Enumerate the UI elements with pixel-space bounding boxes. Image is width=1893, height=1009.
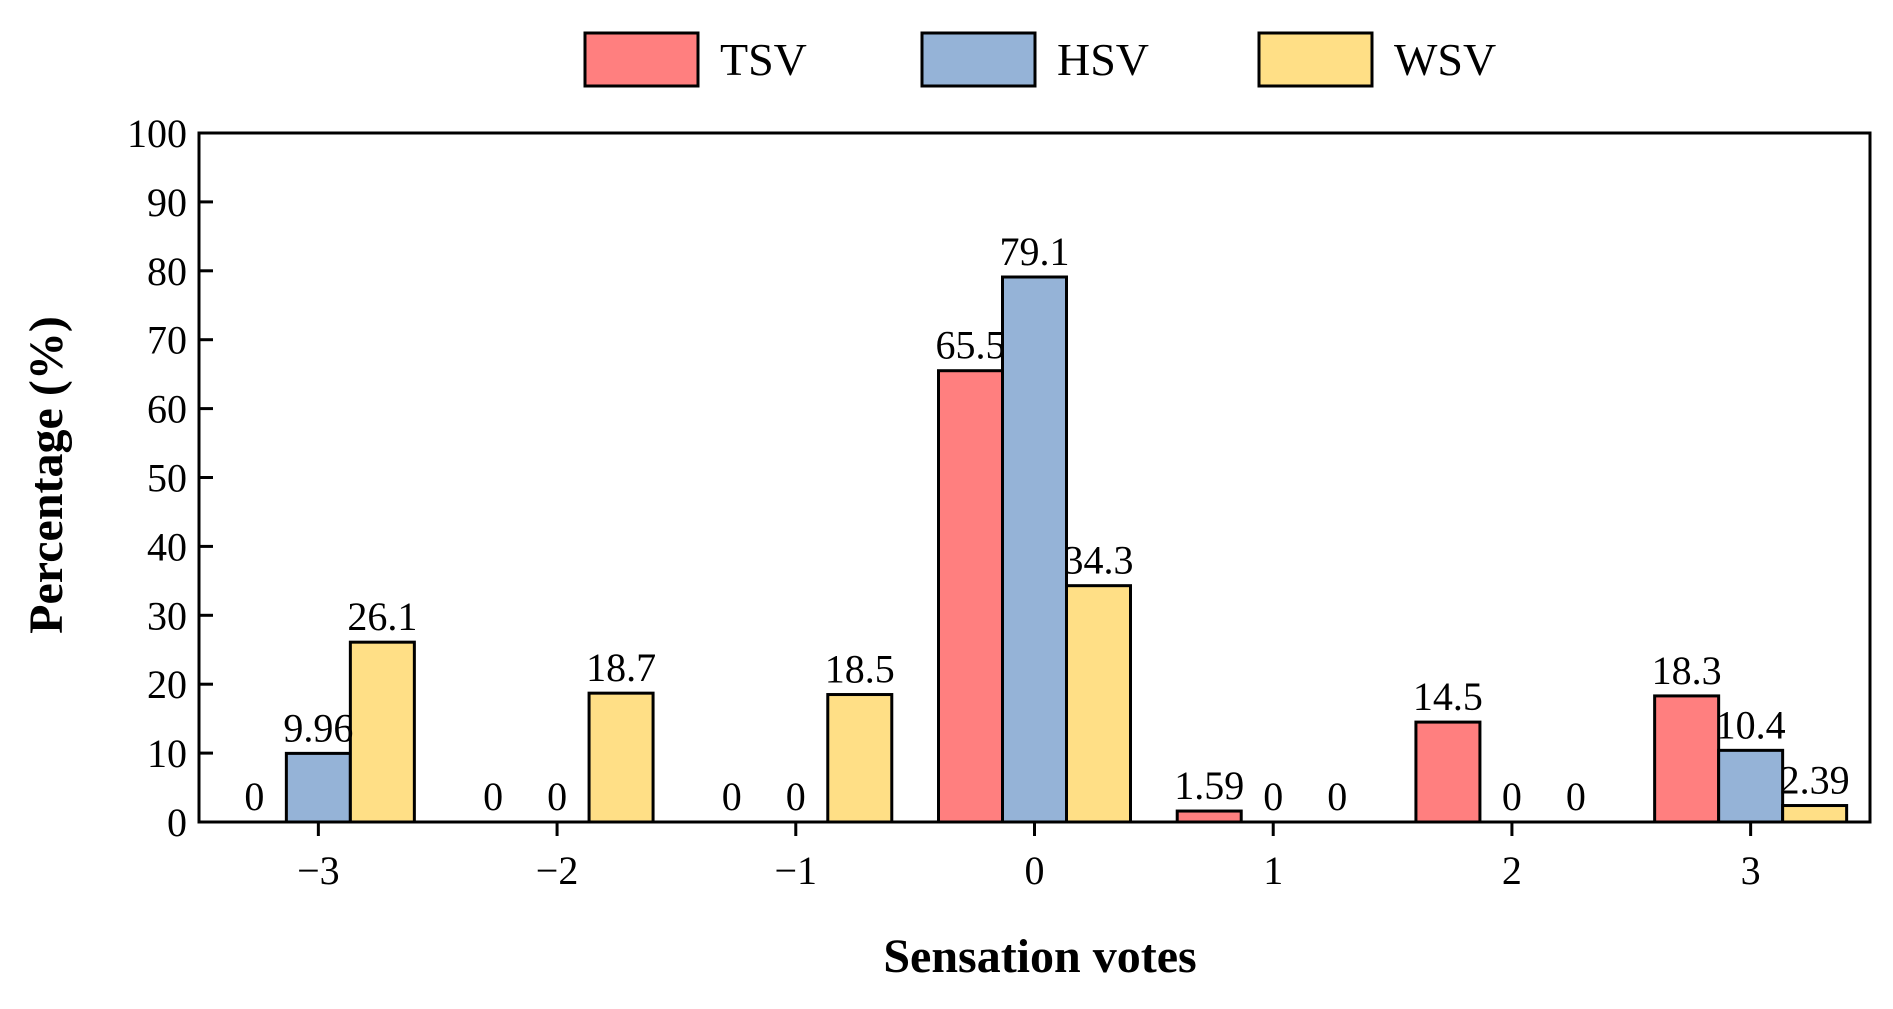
data-label-hsv: 0 <box>1263 774 1283 819</box>
bar-tsv <box>1414 720 1482 824</box>
y-axis: 0 10 20 30 40 50 60 70 80 90 100 <box>127 111 213 845</box>
x-tick-label: −2 <box>536 848 579 893</box>
data-label-tsv: 18.3 <box>1652 648 1722 693</box>
y-tick-label: 30 <box>147 593 187 638</box>
x-tick-label: −1 <box>775 848 818 893</box>
x-axis: −3 −2 −1 0 1 2 3 <box>297 822 1761 893</box>
data-label-wsv: 0 <box>1327 774 1347 819</box>
data-label-hsv: 9.96 <box>283 705 353 750</box>
bar-wsv <box>826 693 894 824</box>
y-tick-label: 60 <box>147 387 187 432</box>
bar-tsv <box>1653 694 1721 824</box>
y-tick-label: 10 <box>147 731 187 776</box>
data-label-tsv: 14.5 <box>1413 674 1483 719</box>
data-label-tsv: 0 <box>722 774 742 819</box>
data-label-wsv: 18.7 <box>586 645 656 690</box>
bar-wsv <box>1065 584 1132 824</box>
data-label-tsv: 0 <box>244 774 264 819</box>
x-tick-label: 1 <box>1263 848 1283 893</box>
data-label-tsv: 0 <box>483 774 503 819</box>
x-axis-title: Sensation votes <box>883 930 1196 983</box>
bars <box>284 275 1849 824</box>
plot-frame <box>197 131 1872 824</box>
data-label-hsv: 0 <box>547 774 567 819</box>
data-label-tsv: 1.59 <box>1174 763 1244 808</box>
legend: TSV HSV WSV <box>583 31 1496 88</box>
legend-label-hsv: HSV <box>1057 34 1149 85</box>
bar-wsv <box>1781 804 1849 824</box>
y-tick-label: 100 <box>127 111 187 156</box>
y-tick-label: 80 <box>147 249 187 294</box>
x-tick-label: −3 <box>297 848 340 893</box>
y-tick-label: 90 <box>147 180 187 225</box>
y-axis-title: Percentage (%) <box>20 316 73 634</box>
data-label-wsv: 26.1 <box>347 594 417 639</box>
data-label-wsv: 34.3 <box>1064 538 1134 583</box>
data-label-hsv: 10.4 <box>1716 702 1786 747</box>
bar-hsv <box>284 751 352 824</box>
bar-wsv <box>587 691 655 824</box>
y-tick-label: 0 <box>167 800 187 845</box>
bar-tsv <box>1175 809 1243 824</box>
data-label-wsv: 0 <box>1566 774 1586 819</box>
bar-hsv <box>1717 748 1785 824</box>
x-tick-label: 0 <box>1025 848 1045 893</box>
x-tick-label: 2 <box>1502 848 1522 893</box>
data-label-wsv: 2.39 <box>1780 758 1850 803</box>
bar-hsv <box>1001 275 1068 824</box>
data-label-hsv: 79.1 <box>1000 229 1070 274</box>
bar-tsv <box>937 369 1004 824</box>
legend-swatch-wsv <box>1257 31 1374 88</box>
data-label-tsv: 65.5 <box>936 323 1006 368</box>
legend-label-tsv: TSV <box>720 34 807 85</box>
x-tick-label: 3 <box>1741 848 1761 893</box>
legend-swatch-tsv <box>583 31 700 88</box>
legend-label-wsv: WSV <box>1394 34 1496 85</box>
y-tick-label: 20 <box>147 662 187 707</box>
bar-wsv <box>348 640 416 824</box>
y-tick-label: 50 <box>147 456 187 501</box>
data-label-hsv: 0 <box>1502 774 1522 819</box>
y-tick-label: 40 <box>147 524 187 569</box>
data-label-hsv: 0 <box>786 774 806 819</box>
y-tick-label: 70 <box>147 318 187 363</box>
data-label-wsv: 18.5 <box>825 647 895 692</box>
legend-swatch-hsv <box>920 31 1037 88</box>
